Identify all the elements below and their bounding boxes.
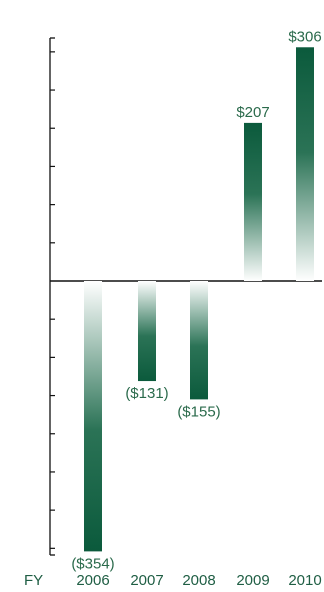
x-tick-label-2009: 2009 xyxy=(236,572,269,589)
data-label-2007: ($131) xyxy=(125,385,168,402)
data-labels-group: ($354) ($131) ($155) $207 $306 xyxy=(71,28,321,572)
data-label-2009: $207 xyxy=(236,104,269,121)
bar-2006 xyxy=(84,281,102,552)
x-tick-label-2007: 2007 xyxy=(130,572,163,589)
x-tick-labels-group: FY 2006 2007 2008 2009 2010 xyxy=(24,572,322,589)
data-label-2008: ($155) xyxy=(177,403,220,420)
x-tick-label-2010: 2010 xyxy=(288,572,321,589)
bar-2007 xyxy=(138,281,156,382)
bar-2009 xyxy=(244,122,262,281)
data-label-2010: $306 xyxy=(288,28,321,45)
bar-2010 xyxy=(296,47,314,282)
x-axis-prefix-label: FY xyxy=(24,572,43,589)
x-tick-label-2006: 2006 xyxy=(76,572,109,589)
bars-group xyxy=(84,47,314,552)
bar-2008 xyxy=(190,281,208,400)
data-label-2006: ($354) xyxy=(71,555,114,572)
x-tick-label-2008: 2008 xyxy=(182,572,215,589)
